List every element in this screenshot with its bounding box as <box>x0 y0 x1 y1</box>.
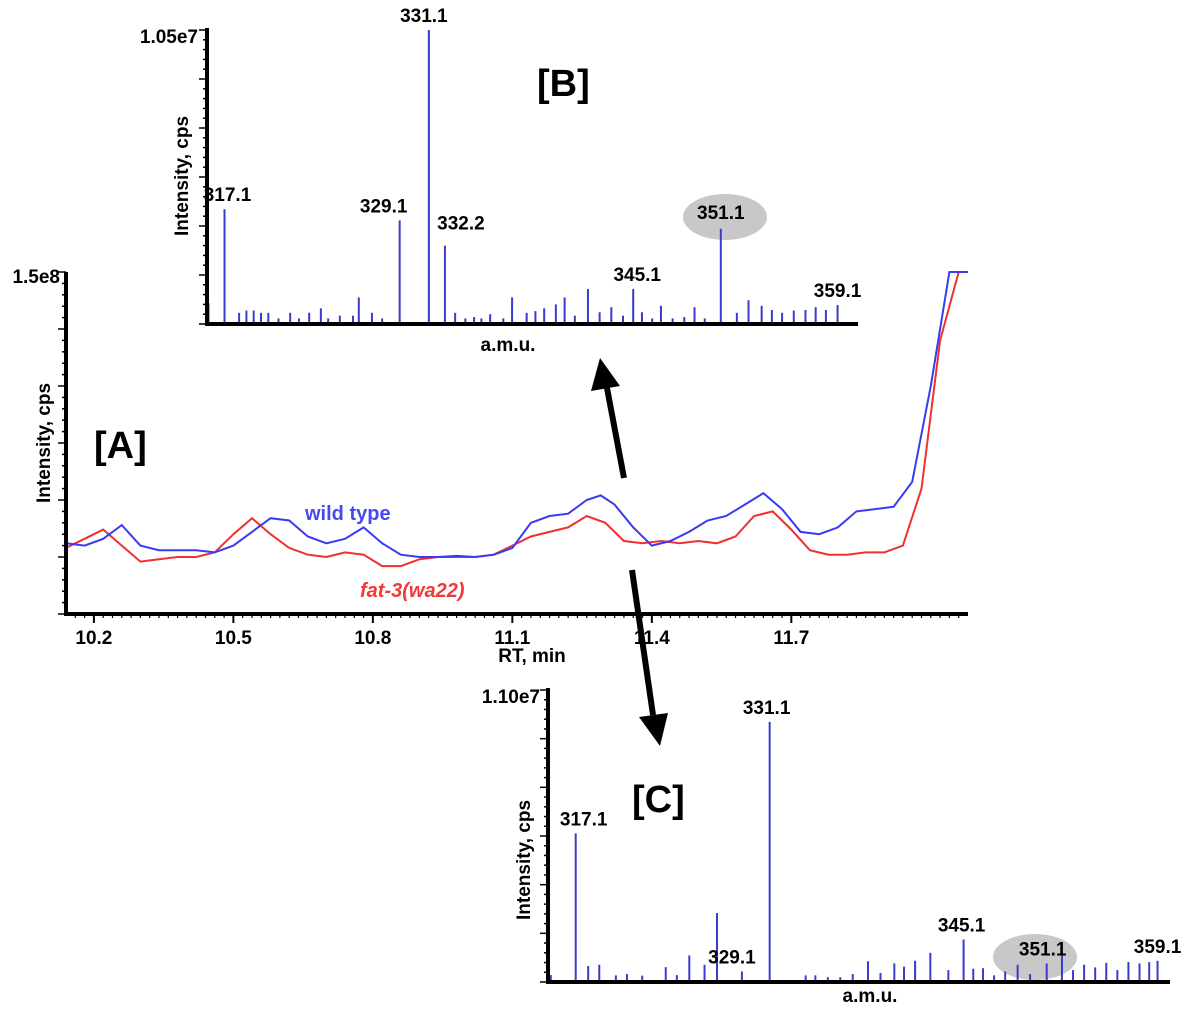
x-tick-label: 10.2 <box>75 628 112 649</box>
peak-label: 331.1 <box>743 698 791 719</box>
peak-label: 332.2 <box>437 214 485 235</box>
x-tick-label: 10.5 <box>215 628 252 649</box>
peak-label: 329.1 <box>708 947 756 968</box>
peak-label: 359.1 <box>1134 937 1182 958</box>
series-line-wild-type <box>65 271 968 559</box>
spectrum-b-axes <box>199 28 858 326</box>
wild-type-label: wild type <box>304 503 391 525</box>
fat3-label: fat-3(wa22) <box>360 580 465 602</box>
peak-label: 317.1 <box>204 185 252 206</box>
spectrum-c-peak-labels: 317.1 329.1 331.1 345.1 351.1 359.1 <box>560 698 1182 969</box>
peak-label: 359.1 <box>814 281 862 302</box>
chromatogram-x-axis-label: RT, min <box>498 646 566 667</box>
x-tick-label: 11.7 <box>773 628 809 649</box>
peak-label: 331.1 <box>400 6 448 27</box>
arrow-down-to-c <box>629 569 668 746</box>
peak-label: 351.1 <box>1019 939 1067 960</box>
peak-label: 329.1 <box>360 196 408 217</box>
chromatogram-y-axis-label: Intensity, cps <box>34 383 55 503</box>
panel-c-label: [C] <box>632 779 685 821</box>
spectrum-b-y-axis-label: Intensity, cps <box>172 116 193 236</box>
chromatogram-y-max-label: 1.5e8 <box>12 267 60 288</box>
x-tick-label: 11.1 <box>494 628 530 649</box>
spectrum-b-y-max-label: 1.05e7 <box>140 27 198 48</box>
x-tick-label: 10.8 <box>354 628 391 649</box>
spectrum-b-peak-labels: 317.1 329.1 331.1 332.2 345.1 351.1 359.1 <box>204 6 862 302</box>
chromatogram-traces <box>65 271 968 568</box>
spectrum-b-bars <box>207 30 839 324</box>
chromatogram-panel: 10.2 10.5 10.8 11.1 11.4 11.7 1.5e8 Intensity… <box>12 267 968 667</box>
peak-label: 345.1 <box>938 916 986 937</box>
chromatogram-x-ticks: 10.2 10.5 10.8 11.1 11.4 11.7 <box>74 614 960 649</box>
peak-label: 351.1 <box>697 203 745 224</box>
arrow-up-to-b <box>591 358 627 479</box>
panel-b-label: [B] <box>537 63 590 105</box>
series-line-fat3 <box>65 271 968 568</box>
spectrum-b-panel: 317.1 329.1 331.1 332.2 345.1 351.1 359.1 1.05… <box>140 6 862 356</box>
spectrum-b-x-axis-label: a.m.u. <box>481 335 536 356</box>
peak-label: 345.1 <box>613 265 661 286</box>
spectrum-c-panel: 317.1 329.1 331.1 345.1 351.1 359.1 1.10e7 In… <box>482 687 1182 1007</box>
spectrum-c-y-axis-label: Intensity, cps <box>514 800 535 920</box>
spectrum-c-y-max-label: 1.10e7 <box>482 687 540 708</box>
peak-label: 317.1 <box>560 809 608 830</box>
highlight-ellipse-c <box>993 934 1077 980</box>
highlight-ellipse-b <box>683 194 767 240</box>
panel-a-label: [A] <box>94 425 147 467</box>
spectrum-c-axes <box>540 688 1170 984</box>
spectrum-c-x-axis-label: a.m.u. <box>843 986 898 1007</box>
